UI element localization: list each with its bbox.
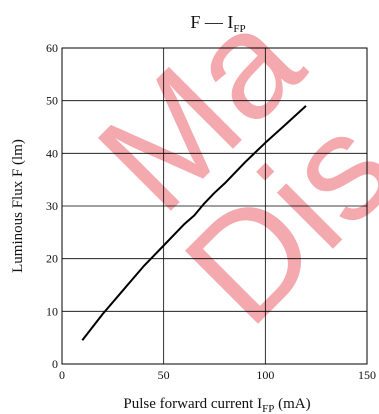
x-axis-title-suffix: (mA) <box>274 396 310 412</box>
plot-frame <box>61 47 368 365</box>
chart-title-main: F — I <box>190 12 233 32</box>
x-axis-title-subscript: FP <box>262 403 274 414</box>
x-axis-title: Pulse forward current IFP (mA) <box>123 396 310 414</box>
y-tick-label: 40 <box>46 146 58 160</box>
series-line-0 <box>81 105 307 341</box>
series-layer <box>81 105 307 341</box>
y-tick-label: 0 <box>52 357 58 371</box>
x-tick-label: 0 <box>59 368 65 382</box>
x-tick-label: 150 <box>358 368 376 382</box>
y-tick-label: 50 <box>46 94 58 108</box>
x-tick-label: 50 <box>158 368 170 382</box>
y-tick-label: 30 <box>46 199 58 213</box>
y-tick-label: 60 <box>46 41 58 55</box>
y-tick-label: 10 <box>46 304 58 318</box>
chart-title-subscript: FP <box>233 23 245 35</box>
y-axis-title: Luminous Flux F (lm) <box>10 139 26 273</box>
x-axis-title-main: Pulse forward current I <box>123 396 262 412</box>
tick-labels: 0 10 20 30 40 50 60 0 50 100 150 <box>46 41 376 382</box>
y-tick-label: 20 <box>46 252 58 266</box>
x-tick-label: 100 <box>256 368 274 382</box>
grid <box>62 48 367 364</box>
chart-title: F — IFP <box>190 12 245 35</box>
